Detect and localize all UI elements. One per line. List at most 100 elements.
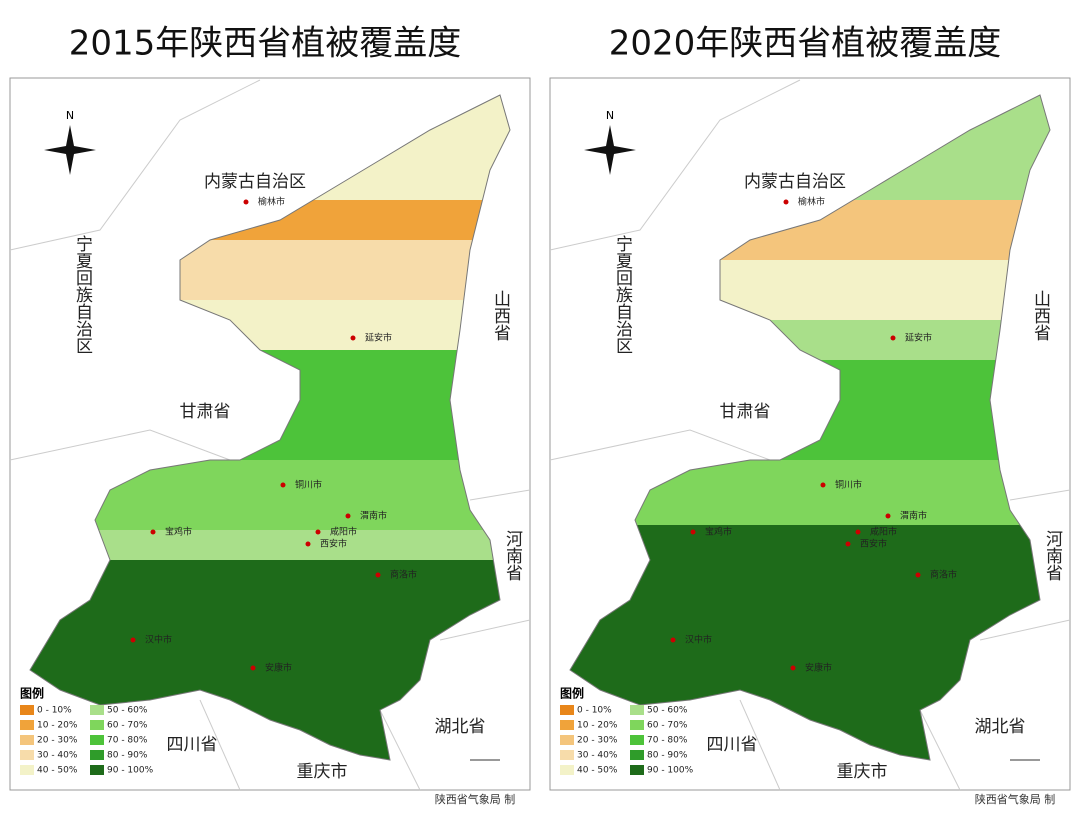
city-label: 宝鸡市: [705, 526, 732, 538]
city-dot: [150, 529, 156, 535]
legend-swatch: [20, 765, 34, 775]
legend-swatch: [20, 720, 34, 730]
city-dot: [670, 637, 676, 643]
city-dot: [783, 199, 789, 205]
city-label: 西安市: [320, 538, 347, 550]
region-label: 山西省: [490, 290, 511, 341]
vegetation-band: [30, 530, 510, 560]
region-label: 四川省: [707, 735, 758, 755]
city-dot: [350, 335, 356, 341]
legend-swatch: [20, 750, 34, 760]
city-dot: [315, 529, 321, 535]
city-label: 渭南市: [360, 510, 387, 522]
legend-swatch: [90, 720, 104, 730]
legend-swatch: [560, 720, 574, 730]
city-dot: [280, 482, 286, 488]
legend-swatch: [630, 720, 644, 730]
legend-swatch: [560, 705, 574, 715]
region-label: 山西省: [1030, 290, 1051, 341]
legend-label: 10 - 20%: [577, 721, 618, 731]
legend-title: 图例: [560, 686, 584, 701]
legend-swatch: [560, 735, 574, 745]
region-label: 四川省: [167, 735, 218, 755]
region-label: 宁夏回族自治区: [72, 235, 93, 354]
legend-label: 20 - 30%: [37, 736, 78, 746]
city-dot: [885, 513, 891, 519]
city-dot: [915, 572, 921, 578]
city-label: 西安市: [860, 538, 887, 550]
province-outline: [29, 94, 511, 761]
region-label: 湖北省: [975, 717, 1026, 737]
legend-label: 40 - 50%: [577, 766, 618, 776]
legend-swatch: [560, 765, 574, 775]
neighbor-border: [549, 79, 1071, 791]
legend-label: 0 - 10%: [37, 706, 72, 716]
legend-swatch: [20, 735, 34, 745]
city-label: 铜川市: [835, 479, 862, 491]
city-label: 汉中市: [145, 634, 172, 646]
region-label: 河南省: [502, 530, 523, 581]
city-dot: [790, 665, 796, 671]
legend-label: 10 - 20%: [37, 721, 78, 731]
legend-swatch: [90, 765, 104, 775]
legend-swatch: [90, 705, 104, 715]
legend-label: 30 - 40%: [37, 751, 78, 761]
city-dot: [690, 529, 696, 535]
region-label: 重庆市: [297, 762, 348, 782]
city-label: 宝鸡市: [165, 526, 192, 538]
city-label: 榆林市: [798, 196, 825, 208]
region-label: 甘肃省: [720, 402, 771, 422]
city-label: 咸阳市: [330, 526, 357, 538]
city-label: 商洛市: [390, 569, 417, 581]
legend-label: 80 - 90%: [647, 751, 688, 761]
region-label: 重庆市: [837, 762, 888, 782]
legend-swatch: [560, 750, 574, 760]
panel-title: 2015年陕西省植被覆盖度: [69, 24, 462, 64]
compass: [44, 125, 96, 175]
city-label: 延安市: [365, 332, 392, 344]
city-label: 铜川市: [295, 479, 322, 491]
credit: 陕西省气象局 制: [435, 792, 516, 806]
city-label: 咸阳市: [870, 526, 897, 538]
city-dot: [250, 665, 256, 671]
city-dot: [890, 335, 896, 341]
legend-label: 0 - 10%: [577, 706, 612, 716]
legend-swatch: [630, 735, 644, 745]
legend-label: 70 - 80%: [107, 736, 148, 746]
north-label: N: [606, 109, 614, 122]
legend-label: 30 - 40%: [577, 751, 618, 761]
city-dot: [820, 482, 826, 488]
city-dot: [130, 637, 136, 643]
city-label: 延安市: [905, 332, 932, 344]
legend-label: 70 - 80%: [647, 736, 688, 746]
region-label: 宁夏回族自治区: [612, 235, 633, 354]
city-dot: [305, 541, 311, 547]
city-label: 渭南市: [900, 510, 927, 522]
north-label: N: [66, 109, 74, 122]
city-dot: [345, 513, 351, 519]
city-dot: [243, 199, 249, 205]
legend-swatch: [630, 765, 644, 775]
legend-label: 50 - 60%: [107, 706, 148, 716]
city-dot: [855, 529, 861, 535]
legend-swatch: [630, 750, 644, 760]
credit: 陕西省气象局 制: [975, 792, 1056, 806]
legend-label: 40 - 50%: [37, 766, 78, 776]
legend-label: 50 - 60%: [647, 706, 688, 716]
city-label: 榆林市: [258, 196, 285, 208]
legend-swatch: [90, 750, 104, 760]
legend-label: 90 - 100%: [647, 766, 694, 776]
city-dot: [375, 572, 381, 578]
neighbor-border: [9, 79, 531, 791]
city-label: 商洛市: [930, 569, 957, 581]
legend-swatch: [20, 705, 34, 715]
region-label: 内蒙古自治区: [744, 172, 846, 192]
region-label: 河南省: [1042, 530, 1063, 581]
region-label: 内蒙古自治区: [204, 172, 306, 192]
city-label: 安康市: [265, 662, 292, 674]
legend-swatch: [90, 735, 104, 745]
